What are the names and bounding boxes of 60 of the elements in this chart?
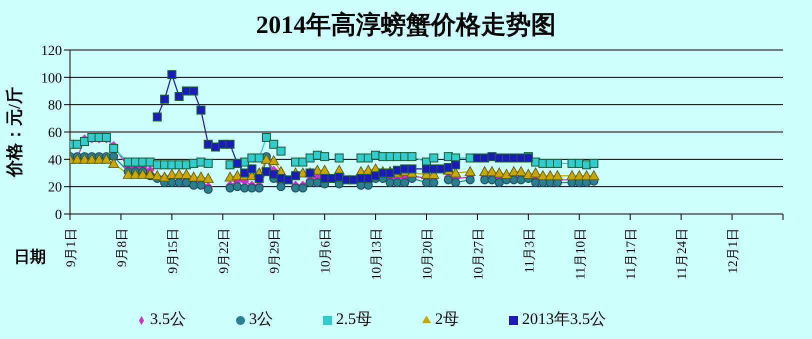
- x-tick-label: 11月10日: [572, 228, 588, 280]
- x-tick-label: 9月1日: [63, 228, 78, 267]
- x-axis-title: 日期: [14, 248, 46, 266]
- point: [407, 152, 416, 162]
- legend-label: 2013年3.5公: [522, 311, 606, 328]
- point: [189, 86, 198, 96]
- y-tick-label: 20: [48, 180, 62, 196]
- point: [240, 168, 250, 178]
- point: [552, 158, 562, 168]
- point: [334, 153, 344, 162]
- x-tick-label: 10月20日: [420, 228, 434, 280]
- y-tick-label: 120: [41, 44, 62, 59]
- point: [152, 112, 162, 122]
- legend-label: 2母: [435, 311, 459, 328]
- point: [407, 164, 416, 174]
- point: [226, 140, 235, 149]
- y-tick-label: 40: [48, 153, 62, 168]
- point: [146, 158, 155, 167]
- point: [334, 172, 344, 182]
- point: [262, 132, 271, 142]
- y-axis-title: 价格：元/斤: [5, 87, 24, 178]
- point: [291, 171, 300, 180]
- point: [320, 152, 330, 162]
- chart-title: 2014年高淳螃蟹价格走势图: [255, 10, 557, 41]
- point: [451, 160, 460, 170]
- point: [167, 70, 176, 80]
- x-tick-label: 9月8日: [114, 228, 129, 267]
- x-tick-label: 11月3日: [521, 228, 536, 274]
- point: [306, 153, 315, 162]
- point: [429, 153, 438, 162]
- point: [269, 170, 278, 179]
- x-tick-label: 11月17日: [623, 228, 638, 280]
- y-tick-label: 100: [41, 71, 62, 86]
- x-tick-label: 10月27日: [470, 228, 486, 280]
- legend-label: 3.5公: [150, 311, 186, 328]
- point: [160, 94, 170, 104]
- y-tick-label: 80: [48, 98, 62, 114]
- legend-label: 2.5母: [336, 311, 372, 328]
- x-tick-label: 9月15日: [164, 228, 180, 274]
- point: [204, 158, 213, 168]
- y-tick-label: 60: [48, 126, 62, 141]
- x-tick-label: 11月24日: [674, 228, 690, 280]
- point: [109, 144, 118, 153]
- x-tick-label: 9月22日: [216, 228, 231, 274]
- point: [254, 153, 264, 162]
- point: [80, 137, 90, 146]
- point: [247, 164, 256, 174]
- x-tick-label: 10月13日: [368, 228, 384, 280]
- point: [589, 158, 598, 168]
- legend-label: 3公: [249, 311, 273, 328]
- point: [174, 92, 184, 101]
- x-tick-label: 12月1日: [725, 228, 740, 274]
- point: [276, 146, 286, 156]
- point: [254, 174, 264, 183]
- x-tick-label: 10月6日: [318, 228, 333, 274]
- y-tick-label: 0: [55, 208, 62, 223]
- point: [196, 106, 206, 115]
- point: [269, 140, 278, 149]
- point: [284, 175, 293, 184]
- x-tick-label: 9月29日: [266, 228, 282, 274]
